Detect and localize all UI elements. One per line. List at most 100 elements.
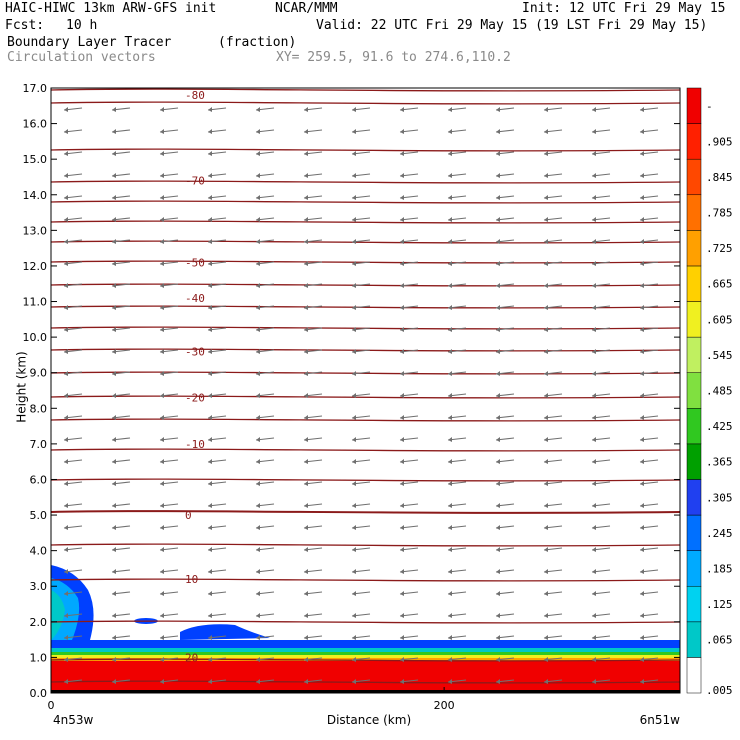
vector-arrowhead: [400, 195, 404, 200]
colorbar-label: .605: [706, 313, 733, 326]
colorbar-swatch: [686, 657, 702, 694]
vector-arrowhead: [352, 591, 356, 596]
vector-arrowhead: [496, 547, 500, 552]
forecast-hour: 10 h: [66, 18, 98, 33]
vector-arrowhead: [304, 415, 308, 420]
vector-arrowhead: [400, 481, 404, 486]
vector-arrowhead: [304, 217, 308, 222]
vector-arrowhead: [208, 635, 212, 640]
contour-label: -30: [185, 345, 205, 358]
vector-arrowhead: [448, 613, 452, 618]
colorbar-swatch: [686, 158, 702, 196]
vector-arrowhead: [208, 657, 212, 662]
vector-arrowhead: [544, 679, 548, 684]
vector-arrowhead: [496, 437, 500, 442]
contour-label: 0: [185, 509, 192, 522]
vector-arrowhead: [544, 591, 548, 596]
vector-arrowhead: [448, 415, 452, 420]
vector-arrowhead: [592, 305, 596, 310]
vector-arrowhead: [208, 107, 212, 112]
vector-arrowhead: [64, 437, 68, 442]
colorbar-swatch: [686, 87, 702, 124]
vector-arrowhead: [208, 305, 212, 310]
vector-arrowhead: [544, 239, 548, 244]
vector-arrowhead: [160, 569, 164, 574]
vector-arrowhead: [592, 349, 596, 354]
colorbar-label: .845: [706, 171, 733, 184]
vector-arrowhead: [592, 547, 596, 552]
x-start-label: 4n53w: [53, 713, 94, 727]
vector-arrowhead: [112, 635, 116, 640]
vector-arrowhead: [304, 437, 308, 442]
vector-arrowhead: [160, 217, 164, 222]
colorbar-label: .245: [706, 527, 733, 540]
vector-arrowhead: [64, 305, 68, 310]
vector-arrowhead: [400, 415, 404, 420]
vector-arrowhead: [544, 415, 548, 420]
vector-arrowhead: [448, 327, 452, 332]
vector-arrowhead: [592, 459, 596, 464]
vector-arrowhead: [544, 217, 548, 222]
vector-arrowhead: [304, 173, 308, 178]
vector-arrowhead: [256, 107, 260, 112]
tracer-plume-inner: [51, 590, 65, 640]
colorbar-label: .785: [706, 207, 733, 220]
tracer-layer-5: [51, 661, 680, 690]
vector-arrowhead: [112, 591, 116, 596]
vector-arrowhead: [592, 503, 596, 508]
vector-arrowhead: [304, 525, 308, 530]
vector-arrowhead: [256, 591, 260, 596]
vector-arrowhead: [112, 327, 116, 332]
vector-arrowhead: [640, 635, 644, 640]
vector-arrowhead: [640, 437, 644, 442]
vector-arrowhead: [64, 371, 68, 376]
vector-arrowhead: [640, 195, 644, 200]
vector-arrowhead: [496, 261, 500, 266]
vector-arrowhead: [640, 415, 644, 420]
vector-arrowhead: [640, 481, 644, 486]
vector-arrowhead: [160, 503, 164, 508]
vector-arrowhead: [352, 107, 356, 112]
vector-arrowhead: [544, 547, 548, 552]
vector-arrowhead: [496, 371, 500, 376]
contour-line: [50, 620, 681, 624]
vector-arrowhead: [160, 525, 164, 530]
vector-arrowhead: [208, 349, 212, 354]
vector-arrowhead: [592, 657, 596, 662]
vector-arrowhead: [256, 503, 260, 508]
vector-arrowhead: [64, 217, 68, 222]
colorbar-label: -: [706, 100, 713, 113]
colorbar-swatch: [686, 301, 702, 338]
vector-arrowhead: [544, 327, 548, 332]
vector-arrowhead: [160, 547, 164, 552]
colorbar-swatch: [686, 265, 702, 302]
vector-arrowhead: [400, 503, 404, 508]
vector-arrowhead: [304, 679, 308, 684]
vector-arrowhead: [112, 239, 116, 244]
vector-arrowhead: [64, 635, 68, 640]
vector-arrowhead: [592, 107, 596, 112]
y-tick-label: 1.0: [30, 651, 48, 664]
vector-arrowhead: [496, 393, 500, 398]
vector-arrowhead: [112, 151, 116, 156]
vector-arrowhead: [352, 305, 356, 310]
vector-arrowhead: [112, 195, 116, 200]
colorbar-label: .125: [706, 598, 733, 611]
vector-arrowhead: [304, 261, 308, 266]
vector-arrowhead: [160, 371, 164, 376]
vector-arrowhead: [400, 437, 404, 442]
vector-arrowhead: [448, 371, 452, 376]
vector-arrowhead: [256, 305, 260, 310]
vector-arrowhead: [592, 679, 596, 684]
y-tick-label: 8.0: [30, 402, 48, 415]
vector-arrowhead: [304, 239, 308, 244]
y-tick-label: 14.0: [23, 189, 48, 202]
vector-arrowhead: [592, 525, 596, 530]
vector-arrowhead: [448, 173, 452, 178]
vector-arrowhead: [112, 217, 116, 222]
vector-arrowhead: [400, 173, 404, 178]
vector-arrowhead: [208, 503, 212, 508]
colorbar-swatch: [686, 479, 702, 516]
vector-arrowhead: [448, 195, 452, 200]
contour-label: -50: [185, 256, 205, 269]
